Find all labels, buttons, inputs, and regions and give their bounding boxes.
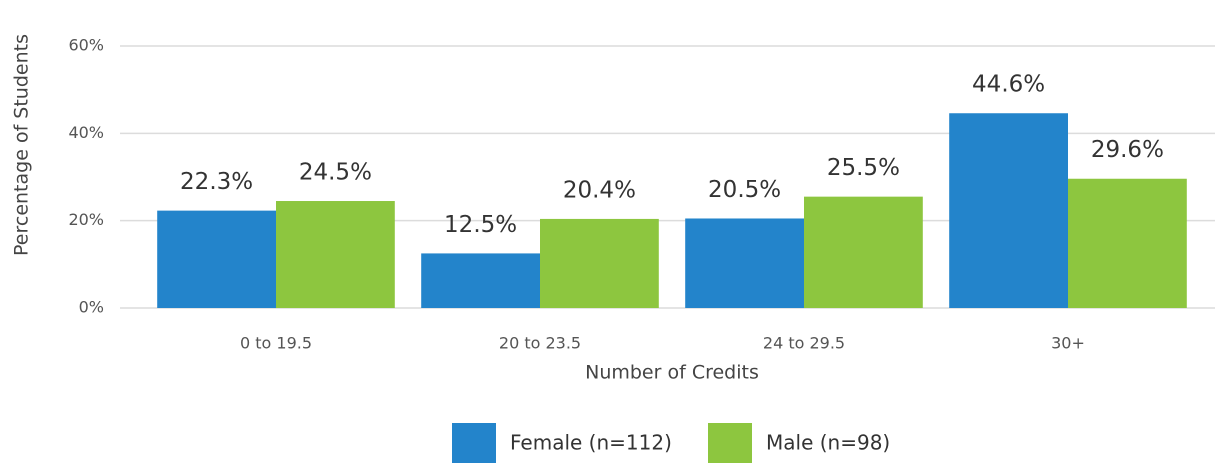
legend-label: Male (n=98)	[766, 431, 890, 455]
legend-swatch	[452, 423, 496, 463]
bar	[540, 218, 659, 308]
value-label: 25.5%	[827, 155, 900, 181]
x-tick-label: 0 to 19.5	[240, 334, 312, 353]
bar	[804, 196, 923, 308]
value-label: 20.5%	[708, 177, 781, 203]
value-label: 44.6%	[972, 72, 1045, 98]
x-tick-label: 30+	[1051, 334, 1085, 353]
legend-label: Female (n=112)	[510, 431, 672, 455]
bar	[276, 201, 395, 308]
bar	[157, 210, 276, 308]
y-tick-label: 60%	[68, 36, 104, 55]
y-tick-label: 0%	[79, 298, 104, 317]
legend-swatch	[708, 423, 752, 463]
value-label: 24.5%	[299, 160, 372, 186]
x-tick-label: 20 to 23.5	[499, 334, 581, 353]
bar	[421, 253, 540, 308]
value-label: 12.5%	[444, 212, 517, 238]
bar	[949, 113, 1068, 308]
bar	[1068, 178, 1187, 308]
y-tick-label: 40%	[68, 123, 104, 142]
value-label: 22.3%	[180, 169, 253, 195]
y-axis-title: Percentage of Students	[11, 34, 33, 256]
value-label: 29.6%	[1091, 137, 1164, 163]
x-tick-label: 24 to 29.5	[763, 334, 845, 353]
x-axis-title: Number of Credits	[585, 362, 759, 384]
y-tick-label: 20%	[68, 210, 104, 229]
bar	[685, 218, 804, 308]
value-label: 20.4%	[563, 177, 636, 203]
